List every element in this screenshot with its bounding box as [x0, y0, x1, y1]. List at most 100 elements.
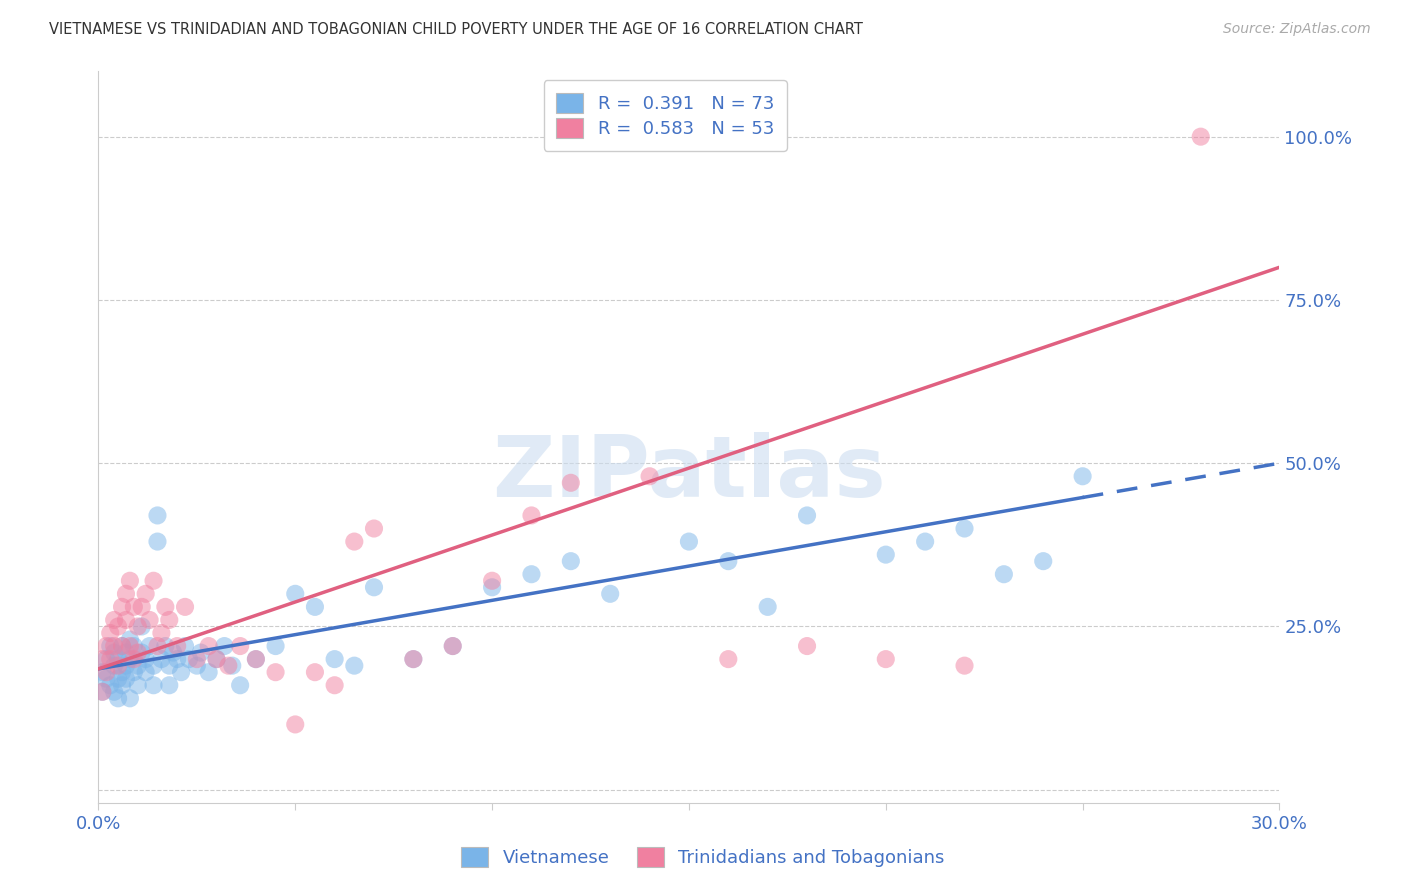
- Point: [190, 646, 212, 660]
- Point: [146, 534, 169, 549]
- Point: [166, 652, 188, 666]
- Point: [402, 652, 425, 666]
- Point: [229, 639, 252, 653]
- Point: [914, 534, 936, 549]
- Point: [186, 658, 208, 673]
- Point: [118, 691, 141, 706]
- Point: [111, 678, 134, 692]
- Point: [953, 521, 976, 535]
- Point: [481, 580, 503, 594]
- Point: [323, 652, 346, 666]
- Point: [146, 639, 169, 653]
- Point: [122, 652, 145, 666]
- Legend: R =  0.391   N = 73, R =  0.583   N = 53: R = 0.391 N = 73, R = 0.583 N = 53: [544, 80, 787, 151]
- Point: [135, 652, 157, 666]
- Point: [186, 652, 208, 666]
- Point: [599, 587, 621, 601]
- Point: [205, 652, 228, 666]
- Point: [91, 685, 114, 699]
- Point: [993, 567, 1015, 582]
- Point: [205, 652, 228, 666]
- Point: [304, 665, 326, 680]
- Point: [135, 665, 157, 680]
- Point: [118, 639, 141, 653]
- Point: [103, 646, 125, 660]
- Point: [678, 534, 700, 549]
- Point: [197, 665, 219, 680]
- Point: [103, 639, 125, 653]
- Point: [118, 574, 141, 588]
- Point: [91, 665, 114, 680]
- Point: [217, 658, 239, 673]
- Point: [98, 639, 121, 653]
- Point: [127, 658, 149, 673]
- Point: [174, 599, 197, 614]
- Point: [717, 554, 740, 568]
- Point: [98, 652, 121, 666]
- Point: [560, 475, 582, 490]
- Point: [796, 508, 818, 523]
- Point: [115, 613, 138, 627]
- Point: [122, 639, 145, 653]
- Point: [441, 639, 464, 653]
- Point: [638, 469, 661, 483]
- Point: [363, 580, 385, 594]
- Point: [111, 665, 134, 680]
- Point: [343, 534, 366, 549]
- Legend: Vietnamese, Trinidadians and Tobagonians: Vietnamese, Trinidadians and Tobagonians: [454, 839, 952, 874]
- Point: [264, 639, 287, 653]
- Point: [560, 554, 582, 568]
- Point: [127, 646, 149, 660]
- Point: [284, 717, 307, 731]
- Point: [157, 613, 180, 627]
- Point: [264, 665, 287, 680]
- Point: [115, 646, 138, 660]
- Point: [245, 652, 267, 666]
- Point: [103, 613, 125, 627]
- Point: [146, 508, 169, 523]
- Point: [441, 639, 464, 653]
- Point: [135, 587, 157, 601]
- Point: [107, 672, 129, 686]
- Point: [91, 685, 114, 699]
- Point: [98, 626, 121, 640]
- Point: [197, 639, 219, 653]
- Point: [138, 613, 160, 627]
- Point: [142, 678, 165, 692]
- Point: [103, 658, 125, 673]
- Point: [142, 574, 165, 588]
- Point: [155, 599, 177, 614]
- Point: [717, 652, 740, 666]
- Point: [229, 678, 252, 692]
- Point: [157, 678, 180, 692]
- Point: [162, 646, 184, 660]
- Point: [103, 685, 125, 699]
- Point: [96, 665, 118, 680]
- Point: [481, 574, 503, 588]
- Text: Source: ZipAtlas.com: Source: ZipAtlas.com: [1223, 22, 1371, 37]
- Point: [127, 678, 149, 692]
- Point: [150, 626, 173, 640]
- Point: [245, 652, 267, 666]
- Text: VIETNAMESE VS TRINIDADIAN AND TOBAGONIAN CHILD POVERTY UNDER THE AGE OF 16 CORRE: VIETNAMESE VS TRINIDADIAN AND TOBAGONIAN…: [49, 22, 863, 37]
- Point: [107, 658, 129, 673]
- Point: [96, 672, 118, 686]
- Text: ZIPatlas: ZIPatlas: [492, 432, 886, 516]
- Point: [111, 639, 134, 653]
- Point: [170, 665, 193, 680]
- Point: [96, 652, 118, 666]
- Point: [127, 619, 149, 633]
- Point: [107, 619, 129, 633]
- Point: [214, 639, 236, 653]
- Point: [363, 521, 385, 535]
- Point: [953, 658, 976, 673]
- Point: [131, 619, 153, 633]
- Point: [115, 672, 138, 686]
- Point: [304, 599, 326, 614]
- Point: [402, 652, 425, 666]
- Point: [122, 665, 145, 680]
- Point: [1032, 554, 1054, 568]
- Point: [115, 658, 138, 673]
- Point: [98, 678, 121, 692]
- Point: [155, 639, 177, 653]
